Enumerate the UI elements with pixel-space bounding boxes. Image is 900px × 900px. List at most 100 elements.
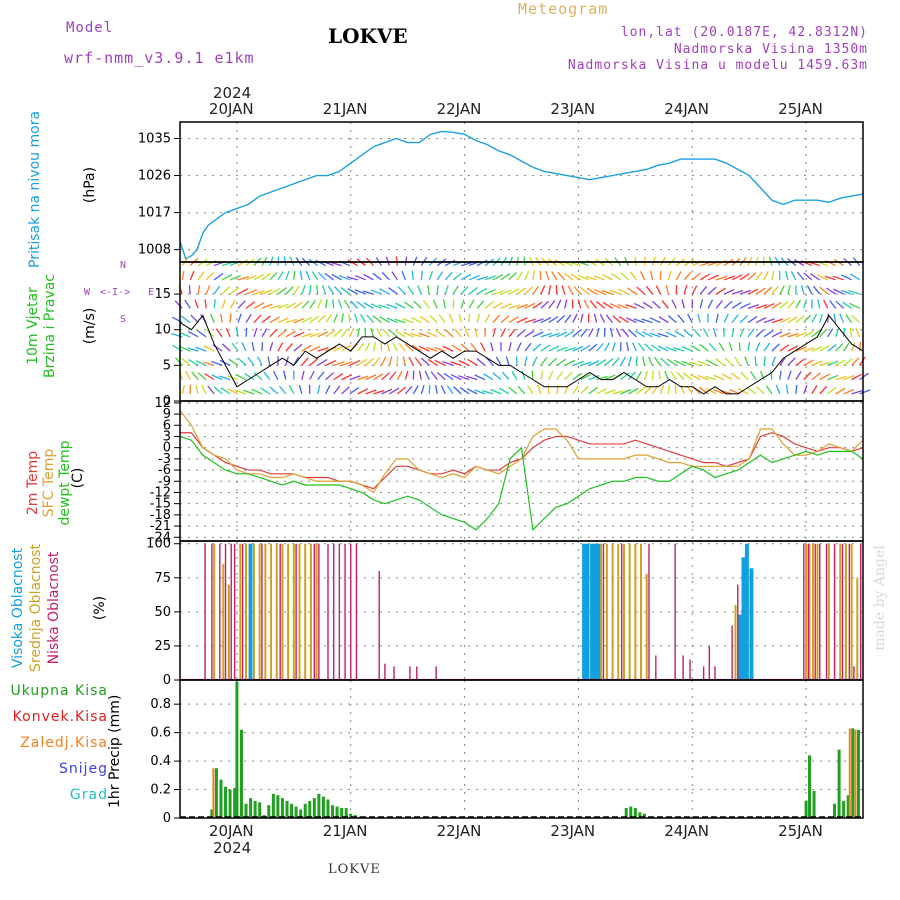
wind-barb <box>803 272 813 281</box>
wind-barb <box>641 318 653 324</box>
wind-barb <box>580 361 592 366</box>
wind-barb <box>811 372 821 381</box>
total-precip-bar <box>290 803 294 818</box>
wind-barb <box>508 342 512 352</box>
wind-barb <box>309 345 321 352</box>
mid-cloud-bar <box>275 543 278 680</box>
wind-barb <box>401 270 406 281</box>
y-tick-label: 0 <box>163 811 171 826</box>
low-cloud-bar <box>355 543 358 680</box>
wind-barb <box>381 388 393 395</box>
wind-barb <box>648 356 654 366</box>
wind-barb <box>803 347 815 352</box>
wind-barb <box>823 299 829 309</box>
wind-barb <box>636 386 646 395</box>
y-tick-label: 0 <box>163 394 171 409</box>
wind-barb <box>181 358 191 366</box>
low-cloud-bar <box>833 543 836 680</box>
wind-barb <box>763 342 771 352</box>
wind-barb <box>843 342 850 352</box>
y-tick-label: 5 <box>163 358 171 373</box>
wind-barb <box>373 389 385 395</box>
wind-barb <box>817 299 821 309</box>
wind-barb <box>348 313 351 323</box>
mid-cloud-bar <box>222 564 225 680</box>
wind-barb <box>444 259 456 267</box>
day-label-bottom: 25JAN <box>778 822 823 840</box>
wind-barb <box>747 342 751 352</box>
wind-barb <box>301 370 305 380</box>
wind-barb <box>705 387 717 395</box>
wind-barb <box>630 271 637 281</box>
wind-barb <box>755 271 763 281</box>
wind-barb <box>395 302 406 309</box>
wind-barb <box>257 356 263 366</box>
wind-barb <box>744 356 749 366</box>
wind-barb <box>681 345 693 352</box>
wind-barb <box>402 331 414 338</box>
wind-barb <box>628 371 636 381</box>
wind-barb <box>644 343 653 352</box>
wind-barb <box>516 303 528 309</box>
wind-barb <box>754 356 757 366</box>
wind-barb <box>620 388 632 395</box>
wind-barb <box>604 389 616 395</box>
wind-barb <box>301 332 313 338</box>
wind-barb <box>583 299 590 309</box>
wind-barb <box>667 384 671 394</box>
wind-barb <box>859 389 871 395</box>
y-tick-label: 12 <box>154 396 171 411</box>
wind-barb <box>683 271 692 281</box>
low-cloud-bar <box>860 543 862 680</box>
wind-barb <box>599 313 606 323</box>
wind-barb <box>620 272 629 281</box>
wind-barb <box>740 371 749 381</box>
mid-cloud-bar <box>264 543 267 680</box>
high-cloud-bar <box>582 543 587 680</box>
total-precip-bar <box>210 809 214 818</box>
wind-barb <box>299 270 303 280</box>
wind-barb <box>442 345 454 352</box>
wind-barb <box>516 271 524 281</box>
wind-barb <box>446 385 454 395</box>
wind-barb <box>747 328 755 338</box>
y-tick-label: 9 <box>163 407 171 422</box>
wind-barb <box>301 285 306 295</box>
y-tick-label: 25 <box>154 639 171 654</box>
wind-barb <box>564 371 573 381</box>
wind-barb <box>619 356 627 366</box>
wind-barb <box>771 318 783 324</box>
high-cloud-bar <box>248 543 253 680</box>
wind-barb <box>269 316 280 324</box>
legend-hail: Grad <box>69 787 108 803</box>
wind-barb <box>827 360 839 366</box>
wind-barb <box>564 359 576 366</box>
wind-barb <box>547 384 550 394</box>
wind-barb <box>548 315 559 324</box>
wind-barb <box>407 285 414 295</box>
wind-barb <box>657 332 669 338</box>
low-cloud-bar <box>327 543 329 680</box>
wind-barb <box>196 329 207 338</box>
compass-arrows: <-I-> <box>100 287 131 298</box>
total-precip-bar <box>833 803 837 818</box>
y-tick-label: 0.6 <box>150 726 171 741</box>
wind-barb <box>190 314 199 324</box>
wind-barb <box>827 386 837 395</box>
wind-barb <box>548 332 560 338</box>
elevation-label: Nadmorska Visina 1350m <box>673 42 868 57</box>
mid-cloud-bar <box>281 543 284 680</box>
wind-barb <box>537 384 542 395</box>
wind-barb <box>832 275 844 281</box>
wind-barb <box>269 386 279 395</box>
wind-barb <box>556 299 562 309</box>
wind-barb <box>795 331 807 338</box>
wind-barb <box>251 342 255 352</box>
wind-barb <box>771 270 775 280</box>
wind-barb <box>508 304 520 309</box>
mid-cloud-bar <box>856 577 859 680</box>
wind-barb <box>596 387 607 395</box>
wind-barb <box>428 270 434 281</box>
wind-barb <box>333 329 342 338</box>
